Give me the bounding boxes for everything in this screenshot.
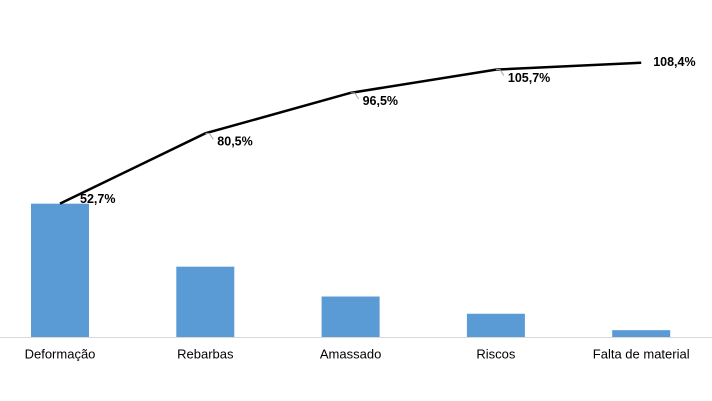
value-label: 96,5% [363,94,398,108]
x-tick-label: Falta de material [593,346,690,361]
value-label: 52,7% [80,192,115,206]
x-tick-label: Deformação [25,346,96,361]
x-tick-label: Rebarbas [177,346,234,361]
x-tick-label: Riscos [476,346,516,361]
value-label: 108,4% [653,55,695,69]
leader-line [205,132,214,140]
leader-line [350,92,360,100]
leader-line [495,69,505,76]
bar [176,266,235,337]
x-tick-label: Amassado [320,346,381,361]
bar [612,330,671,337]
bar [321,296,380,337]
value-label: 105,7% [508,71,550,85]
value-label: 80,5% [217,135,252,149]
bar [31,203,89,337]
bar [466,313,525,337]
